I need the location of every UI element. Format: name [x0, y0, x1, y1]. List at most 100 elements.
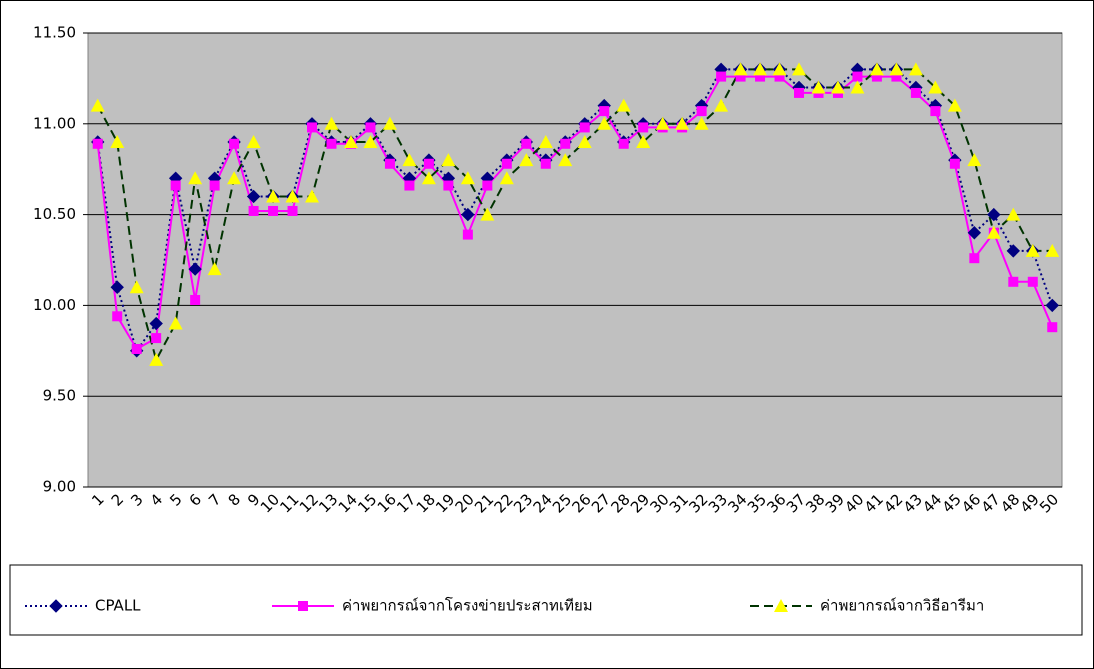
marker	[735, 71, 746, 82]
marker	[830, 80, 845, 94]
marker	[365, 122, 376, 133]
marker	[774, 71, 785, 82]
marker	[423, 158, 434, 169]
marker	[910, 87, 921, 98]
marker	[188, 262, 202, 276]
marker	[987, 207, 1001, 222]
marker	[227, 171, 242, 185]
marker	[343, 134, 358, 148]
marker	[967, 226, 982, 240]
marker	[811, 80, 826, 94]
marker	[90, 98, 105, 112]
y-tick-label: 11.00	[33, 114, 76, 132]
marker	[928, 80, 943, 94]
marker	[969, 253, 980, 264]
marker	[285, 189, 300, 203]
marker	[149, 352, 164, 366]
marker	[460, 171, 475, 185]
marker	[151, 333, 162, 344]
marker	[891, 71, 902, 82]
marker	[794, 87, 805, 98]
marker	[246, 189, 261, 204]
marker	[577, 134, 592, 148]
marker	[190, 294, 201, 305]
marker	[1006, 244, 1021, 258]
marker	[869, 62, 884, 76]
marker	[753, 62, 768, 76]
marker	[1027, 276, 1038, 287]
marker	[266, 189, 281, 203]
marker	[131, 343, 142, 354]
marker	[538, 134, 553, 148]
marker	[402, 153, 417, 167]
marker	[443, 180, 454, 191]
marker	[618, 138, 629, 149]
marker	[480, 207, 495, 221]
marker	[462, 229, 473, 240]
marker	[287, 205, 298, 216]
marker	[560, 138, 571, 149]
marker	[326, 138, 337, 149]
marker	[792, 62, 807, 76]
marker	[540, 158, 551, 169]
y-tick-label: 9.50	[43, 387, 76, 405]
marker	[947, 98, 962, 112]
y-tick-label: 10.50	[33, 205, 76, 223]
marker	[908, 62, 923, 76]
marker	[384, 158, 395, 169]
y-tick-label: 10.00	[33, 296, 76, 314]
legend-marker	[298, 601, 308, 611]
marker	[597, 116, 612, 130]
marker	[599, 106, 610, 117]
marker	[305, 189, 320, 203]
marker	[382, 116, 397, 130]
marker	[129, 280, 144, 294]
marker	[521, 138, 532, 149]
marker	[501, 158, 512, 169]
marker	[461, 207, 475, 222]
marker	[149, 316, 163, 331]
marker	[558, 153, 573, 167]
legend	[9, 564, 1083, 636]
legend-marker	[49, 599, 63, 613]
marker	[188, 171, 203, 185]
marker	[170, 180, 181, 191]
marker	[636, 134, 651, 148]
marker	[268, 205, 279, 216]
marker	[168, 316, 183, 330]
marker	[772, 62, 787, 76]
marker	[714, 98, 729, 112]
marker	[696, 106, 707, 117]
marker	[638, 122, 649, 133]
marker	[1045, 243, 1060, 257]
marker	[324, 116, 339, 130]
legend-marker	[774, 599, 788, 612]
marker	[871, 71, 882, 82]
marker	[716, 71, 727, 82]
marker	[949, 158, 960, 169]
marker	[482, 180, 493, 191]
marker	[363, 134, 378, 148]
marker	[733, 62, 748, 76]
y-tick-label: 11.50	[33, 24, 76, 42]
marker	[207, 262, 222, 276]
marker	[930, 106, 941, 117]
marker	[889, 62, 904, 76]
marker	[112, 311, 123, 322]
marker	[499, 171, 514, 185]
marker	[675, 116, 690, 130]
marker	[209, 180, 220, 191]
marker	[852, 71, 863, 82]
marker	[441, 153, 456, 167]
y-tick-label: 9.00	[43, 478, 76, 496]
marker	[1047, 322, 1058, 333]
marker	[110, 134, 125, 148]
marker	[616, 98, 631, 112]
marker	[694, 116, 709, 130]
marker	[110, 280, 124, 294]
marker	[655, 116, 670, 130]
marker	[579, 122, 590, 133]
legend-label: ค่าพยากรณ์จากโครงข่ายประสาทเทียม	[342, 597, 593, 615]
marker	[967, 153, 982, 167]
